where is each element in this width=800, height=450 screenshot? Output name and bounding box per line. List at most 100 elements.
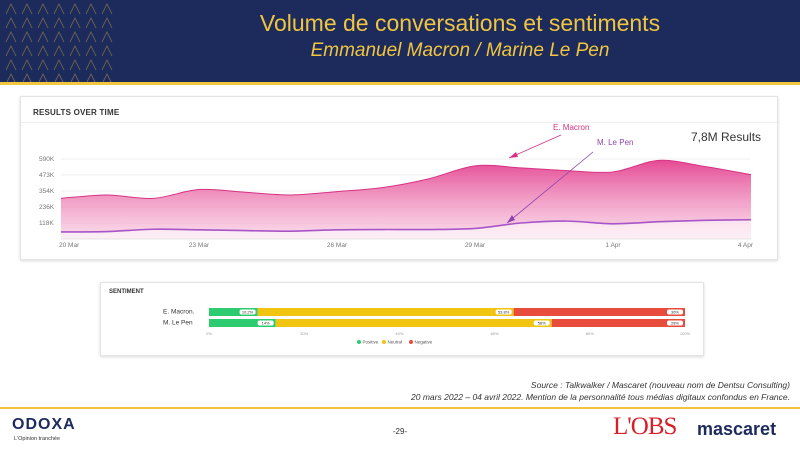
- sentiment-value-badge: [667, 320, 683, 326]
- pattern-chevron: [69, 17, 81, 29]
- sentiment-x-tick: 100%: [680, 331, 691, 336]
- pattern-chevron: [69, 3, 81, 15]
- odoxa-tagline: L'Opinion tranchée: [14, 436, 60, 442]
- slide-title: Volume de conversations et sentiments: [259, 10, 661, 36]
- pattern-chevron: [85, 59, 97, 71]
- sentiment-value-label: 28%: [671, 320, 679, 325]
- results-card-title: RESULTS OVER TIME: [33, 108, 120, 117]
- pattern-chevron: [38, 73, 48, 82]
- lepen-annotation-arrow: [506, 151, 594, 224]
- header-divider: [0, 82, 800, 85]
- sentiment-value-badge: [495, 309, 512, 315]
- pattern-chevron: [5, 17, 17, 29]
- pattern-chevron: [5, 59, 17, 71]
- pattern-chevron: [85, 31, 97, 43]
- results-chart: 118K 236K 354K 473K 590K 20 Mar 23 Mar 26 Mar 29…: [39, 123, 754, 249]
- pattern-chevron: [69, 45, 81, 57]
- legend-label-positive: Positive: [363, 340, 379, 345]
- pattern-chevron: [101, 3, 113, 15]
- sentiment-bar-positive: [209, 308, 258, 316]
- macron-annotation-label: E. Macron: [553, 123, 589, 132]
- legend-marker-positive: [357, 340, 361, 344]
- y-tick-label: 590K: [39, 156, 55, 163]
- pattern-chevron: [37, 59, 49, 71]
- y-tick-label: 473K: [39, 172, 55, 179]
- footer-divider: [0, 407, 800, 409]
- x-tick-label: 23 Mar: [189, 242, 210, 249]
- x-tick-label: 26 Mar: [327, 242, 348, 249]
- obs-logo: L'OBS: [613, 413, 677, 440]
- x-tick-label: 29 Mar: [465, 242, 486, 249]
- sentiment-value-badge: [533, 320, 550, 326]
- pattern-chevron: [102, 73, 112, 82]
- pattern-chevron: [53, 59, 65, 71]
- sentiment-x-tick: 0%: [206, 331, 212, 336]
- pattern-chevron: [22, 73, 32, 82]
- pattern-chevron: [21, 45, 33, 57]
- pattern-chevron: [54, 73, 64, 82]
- sentiment-value-label: 58%: [538, 320, 546, 325]
- sentiment-bar-neutral: [275, 319, 552, 327]
- pattern-chevron: [53, 31, 65, 43]
- sentiment-value-badge: [667, 309, 683, 315]
- pattern-chevron: [37, 45, 49, 57]
- sentiment-x-tick: 40%: [395, 331, 403, 336]
- lepen-line: [60, 218, 752, 233]
- pattern-chevron: [21, 17, 33, 29]
- sentiment-value-label: 53.8%: [498, 309, 510, 314]
- header-pattern-decoration: [5, 3, 113, 82]
- sentiment-value-label: 14%: [262, 320, 270, 325]
- macron-arrow-head: [509, 152, 518, 158]
- mascaret-logo: mascaret: [697, 419, 777, 439]
- sentiment-value-label: 10.2%: [242, 309, 254, 314]
- sentiment-x-tick: 80%: [586, 331, 594, 336]
- pattern-chevron: [69, 31, 81, 43]
- pattern-chevron: [53, 17, 65, 29]
- pattern-chevron: [5, 45, 17, 57]
- pattern-chevron: [85, 17, 97, 29]
- period-note: 20 mars 2022 – 04 avril 2022. Mention de…: [411, 392, 790, 402]
- legend-label-neutral: Neutral: [388, 340, 403, 345]
- sentiment-bar-neutral: [257, 308, 514, 316]
- x-tick-label: 4 Apr: [738, 242, 754, 249]
- macron-line: [60, 159, 752, 199]
- x-tick-label: 1 Apr: [605, 242, 621, 249]
- legend-label-negative: Negative: [415, 340, 433, 345]
- source-note: Source : Talkwalker / Mascaret (nouveau …: [530, 380, 790, 390]
- sentiment-card-title: SENTIMENT: [109, 289, 144, 295]
- lepen-area: [61, 219, 751, 239]
- pattern-chevron: [101, 17, 113, 29]
- pattern-chevron: [37, 3, 49, 15]
- pattern-chevron: [37, 31, 49, 43]
- page-number: -29-: [392, 427, 408, 436]
- sentiment-value-label: 36%: [671, 309, 679, 314]
- sentiment-bar-negative: [513, 308, 685, 316]
- pattern-chevron: [21, 3, 33, 15]
- sentiment-x-tick: 20%: [300, 331, 308, 336]
- pattern-chevron: [69, 59, 81, 71]
- pattern-chevron: [37, 17, 49, 29]
- pattern-chevron: [21, 31, 33, 43]
- odoxa-logo: ODOXA: [12, 416, 76, 433]
- slide-subtitle: Emmanuel Macron / Marine Le Pen: [310, 40, 610, 61]
- sentiment-chart: E. Macron. 10.2% 53.8% 36% M. Le Pen 14% 58% 28…: [163, 308, 691, 345]
- sentiment-bar-negative: [551, 319, 685, 327]
- pattern-chevron: [6, 73, 16, 82]
- results-card-divider: [21, 122, 777, 123]
- sentiment-bar-positive: [209, 319, 276, 327]
- pattern-chevron: [21, 59, 33, 71]
- results-over-time-card: RESULTS OVER TIME 118K 236K 354K 473K 590K 20…: [20, 96, 778, 260]
- pattern-chevron: [85, 3, 97, 15]
- macron-annotation-arrow: [508, 134, 562, 159]
- macron-area: [61, 160, 751, 239]
- pattern-chevron: [85, 45, 97, 57]
- pattern-chevron: [86, 73, 96, 82]
- sentiment-value-badge: [257, 320, 274, 326]
- legend-marker-neutral: [382, 340, 386, 344]
- pattern-chevron: [101, 45, 113, 57]
- pattern-chevron: [101, 31, 113, 43]
- lepen-arrow-head: [507, 215, 515, 223]
- results-total: 7,8M Results: [691, 130, 762, 144]
- pattern-chevron: [53, 45, 65, 57]
